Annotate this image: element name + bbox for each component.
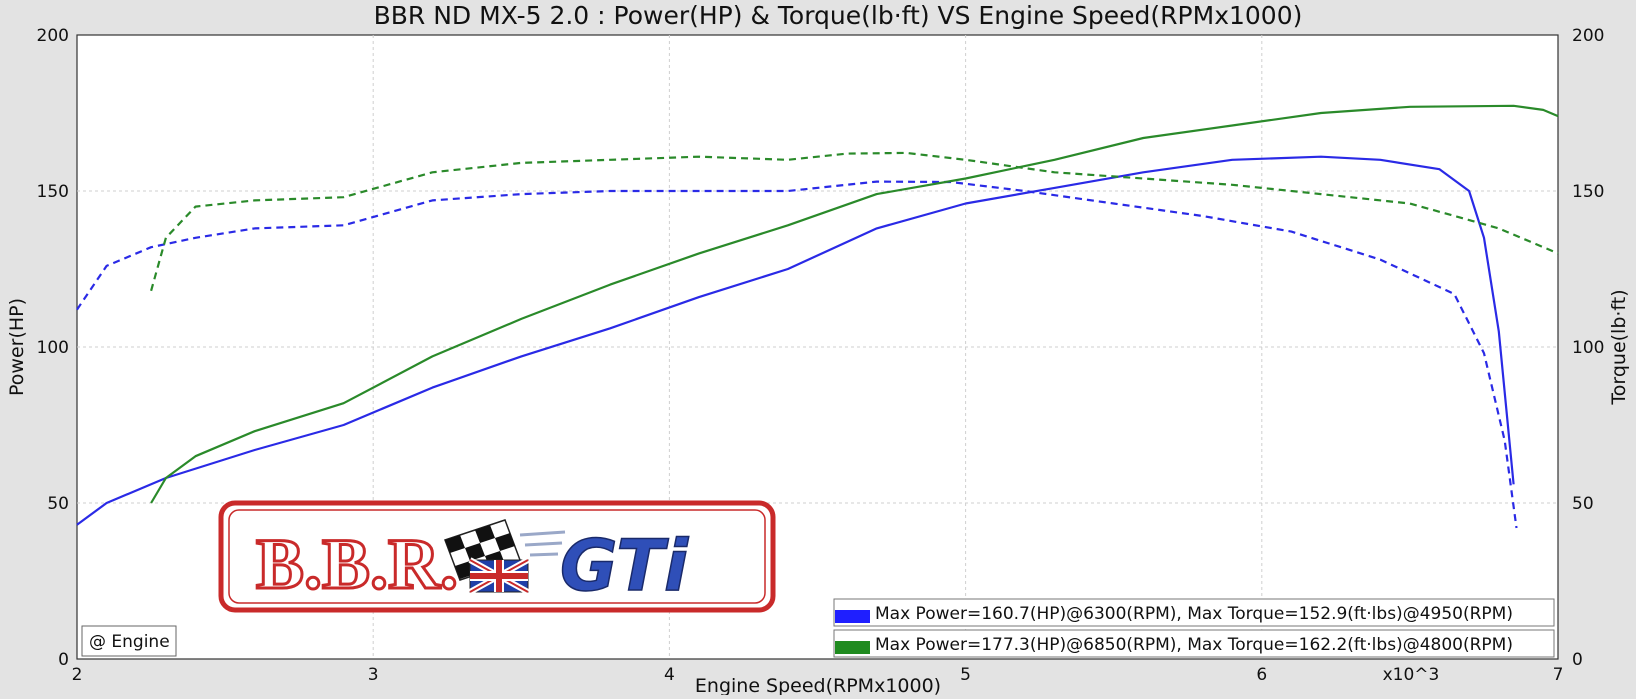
y-tick-label: 200 [37,26,69,46]
grid-lines [77,35,1558,659]
legend: Max Power=160.7(HP)@6300(RPM), Max Torqu… [833,598,1555,658]
series-layer [76,104,1559,529]
y2-tick-label: 100 [1572,338,1604,358]
series-line-4 [150,151,1559,292]
y2-tick-label: 0 [1572,650,1583,670]
x-tick-label: 4 [664,665,675,685]
y2-tick-label: 200 [1572,26,1604,46]
x-tick-label: 3 [368,665,379,685]
chart-title: BBR ND MX-5 2.0 : Power(HP) & Torque(lb·… [374,1,1303,30]
legend-label: Max Power=177.3(HP)@6850(RPM), Max Torqu… [875,635,1513,655]
y2-axis-label: Torque(lb·ft) [1608,289,1630,405]
logo-gti-text: GTi [560,525,689,607]
series-line-3 [150,104,1559,504]
union-jack-icon [468,557,530,595]
x-tick-label: 6 [1256,665,1267,685]
x-axis-label: Engine Speed(RPMx1000) [695,675,941,695]
legend-swatch [835,641,870,654]
y-tick-label: 150 [37,182,69,202]
y2-tick-label: 150 [1572,182,1604,202]
y-tick-label: 50 [47,494,69,514]
legend-entry-box [833,598,1555,627]
x-tick-label: 2 [72,665,83,685]
x-tick-label: 5 [960,665,971,685]
y-tick-label: 0 [58,650,69,670]
engine-tag-label: @ Engine [89,632,170,652]
x-tick-label: 7 [1553,665,1564,685]
bbr-gti-logo: B.B.R. [218,500,776,613]
series-line-1 [76,155,1515,526]
legend-label: Max Power=160.7(HP)@6300(RPM), Max Torqu… [875,604,1513,624]
series-line-2 [76,180,1518,529]
legend-entry-box [833,629,1555,658]
logo-bbr-text: B.B.R. [256,524,458,604]
y-axis-label: Power(HP) [6,298,28,396]
legend-swatch [835,610,870,623]
x-multiplier-label: x10^3 [1383,665,1440,685]
engine-tag: @ Engine [81,625,177,657]
speed-lines-icon [519,530,566,557]
y2-tick-label: 50 [1572,494,1594,514]
y-tick-label: 100 [37,338,69,358]
